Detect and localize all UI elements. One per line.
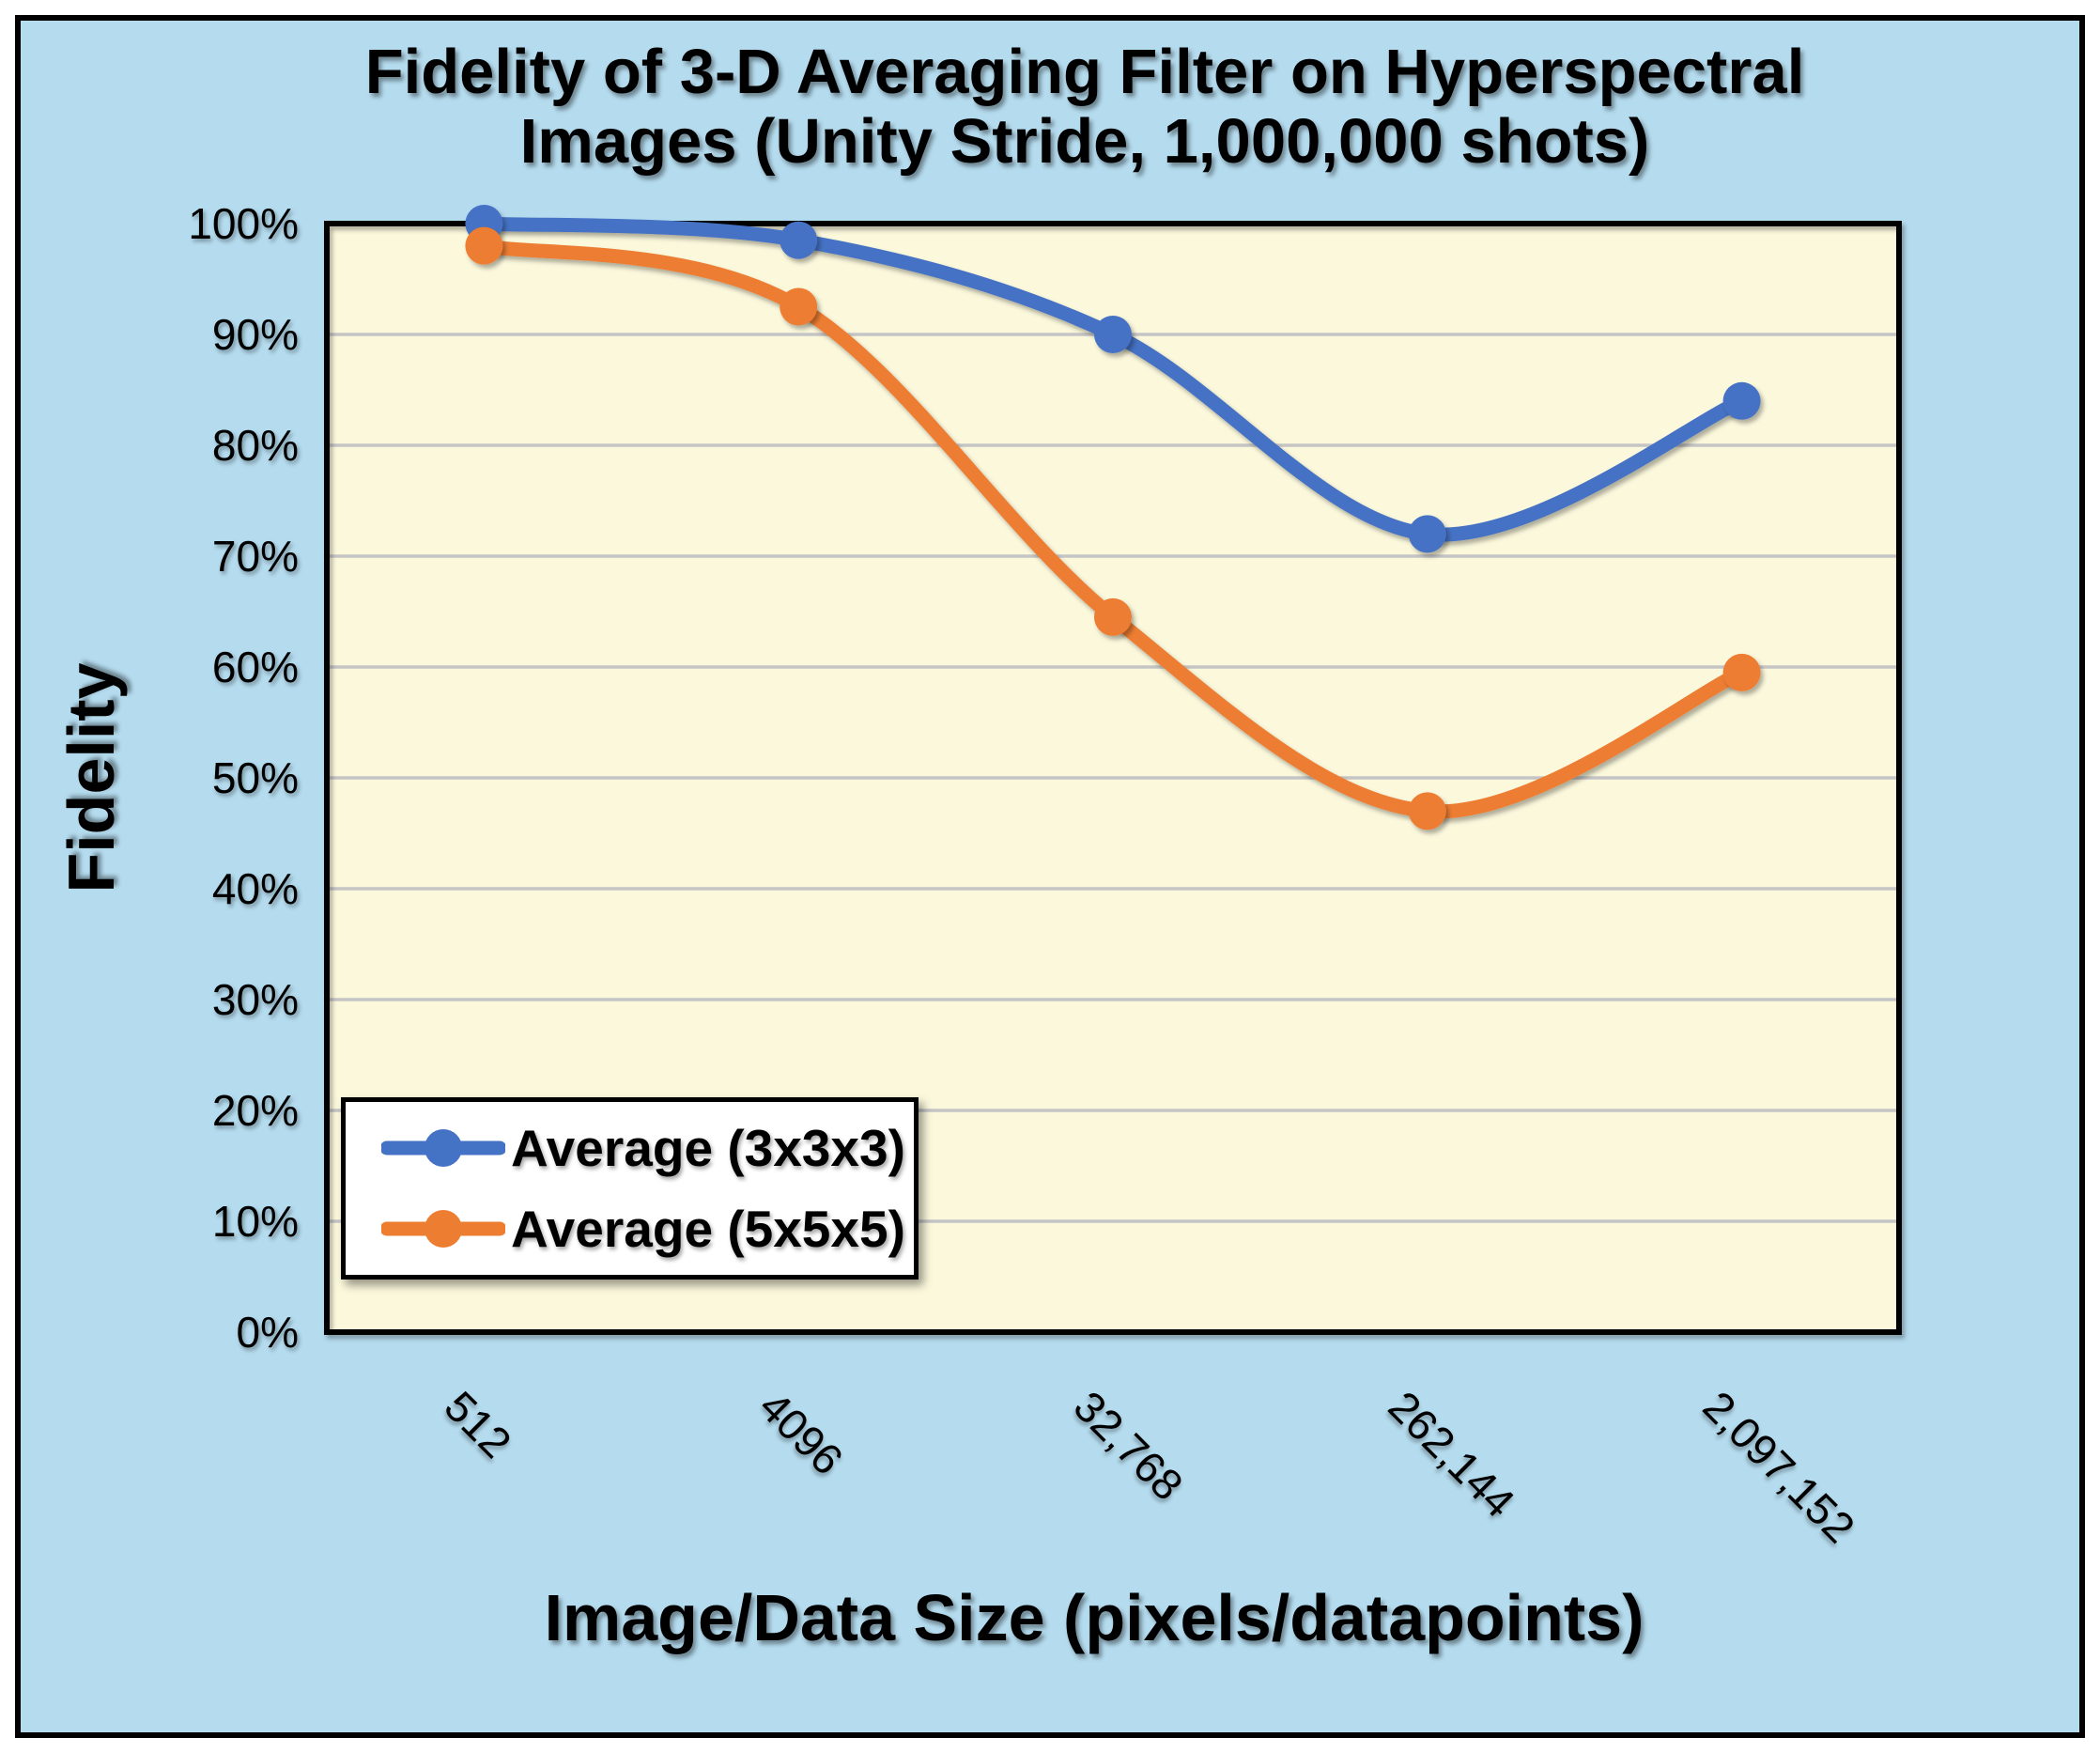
legend-line-marker-sample [381, 1129, 505, 1167]
data-point-marker-s1-c3 [1408, 792, 1446, 830]
y-tick-label: 70% [211, 532, 299, 581]
legend-marker-dot [425, 1210, 462, 1248]
data-point-marker-s1-c2 [1094, 597, 1132, 636]
data-point-marker-s1-c0 [465, 226, 503, 265]
x-axis-title: Image/Data Size (pixels/datapoints) [544, 1581, 1644, 1654]
y-tick-label: 90% [211, 310, 299, 359]
y-tick-label: 0% [236, 1308, 299, 1357]
data-point-marker-s0-c2 [1094, 316, 1132, 353]
legend-label: Average (3x3x3) [511, 1119, 905, 1177]
legend-marker-dot [425, 1129, 462, 1167]
y-tick-label: 80% [211, 421, 299, 470]
legend-label: Average (5x5x5) [511, 1200, 905, 1258]
legend-entry-avg-3x3x3: Average (3x3x3) [346, 1108, 914, 1188]
y-tick-label: 60% [211, 643, 299, 691]
y-tick-label: 50% [211, 753, 299, 802]
data-point-marker-s1-c1 [780, 287, 818, 326]
data-point-marker-s1-c4 [1722, 653, 1761, 691]
legend-line-marker-sample [381, 1210, 505, 1248]
chart-title: Fidelity of 3-D Averaging Filter on Hype… [364, 37, 1805, 177]
legend-entry-avg-5x5x5: Average (5x5x5) [346, 1188, 914, 1269]
data-point-marker-s0-c1 [780, 221, 818, 259]
y-tick-label: 30% [211, 975, 299, 1024]
y-tick-label: 10% [211, 1197, 299, 1246]
y-tick-label: 100% [188, 199, 299, 248]
y-tick-label: 20% [211, 1086, 299, 1135]
data-point-marker-s0-c3 [1408, 515, 1446, 553]
legend: Average (3x3x3) Average (5x5x5) [341, 1097, 919, 1280]
y-tick-label: 40% [211, 864, 299, 913]
data-point-marker-s0-c4 [1722, 381, 1761, 420]
